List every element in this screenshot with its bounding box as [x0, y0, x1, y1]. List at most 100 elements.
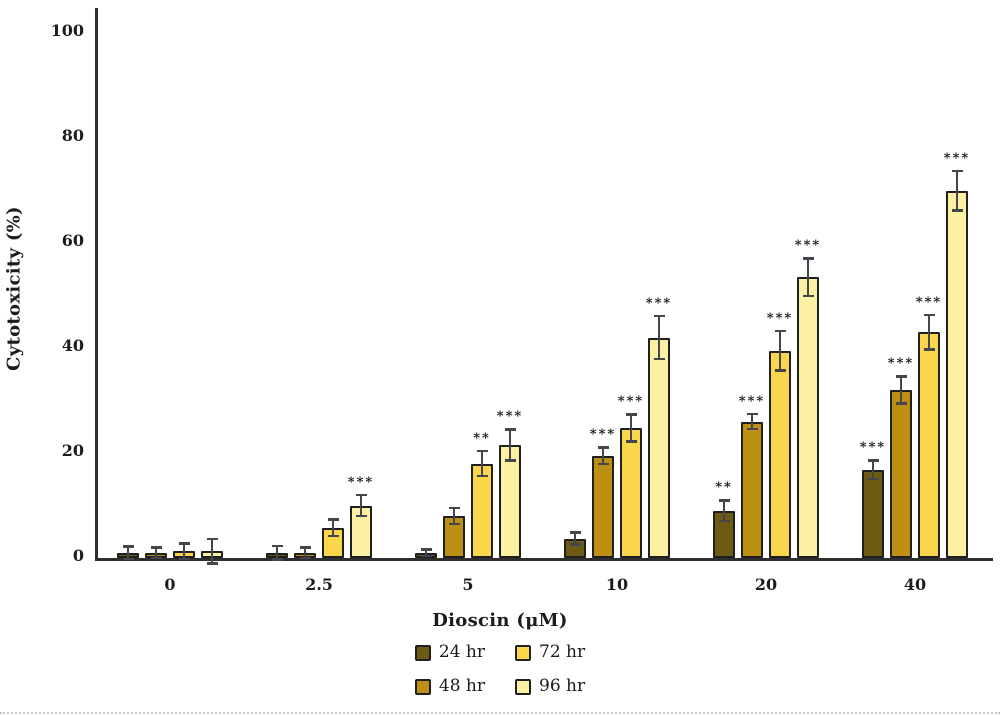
error-bar-cap-top	[504, 428, 516, 431]
error-bar-line	[332, 518, 334, 537]
significance-label: ***	[645, 295, 673, 311]
x-axis-title: Dioscin (μM)	[432, 610, 568, 631]
error-bar-cap-top	[355, 493, 367, 497]
legend-label-72hr: 72 hr	[539, 642, 586, 662]
y-axis-line	[95, 8, 98, 561]
error-bar-cap-bottom	[150, 556, 162, 560]
y-tick-label: 100	[50, 21, 84, 40]
error-bar-line	[425, 548, 427, 558]
error-bar-line	[956, 169, 958, 212]
error-bar-cap-bottom	[774, 369, 786, 372]
error-bar-cap-bottom	[420, 554, 432, 558]
bar-72hr-40	[918, 332, 940, 558]
error-bar-cap-bottom	[299, 556, 311, 560]
error-bar-cap-bottom	[271, 558, 283, 561]
error-bar-line	[453, 506, 455, 526]
x-tick-label: 20	[754, 575, 778, 594]
x-tick-label: 5	[462, 575, 474, 594]
error-bar-line	[211, 537, 213, 565]
error-bar-line	[630, 413, 632, 443]
error-bar-cap-top	[448, 506, 460, 510]
x-tick-label: 40	[903, 575, 927, 594]
error-bar-cap-bottom	[122, 557, 134, 561]
legend-swatch-96hr	[515, 678, 531, 695]
bar-48hr-10	[592, 455, 614, 558]
error-bar-cap-bottom	[504, 459, 516, 462]
legend-grid: 24 hr 48 hr 72 hr 96 hr	[414, 644, 586, 696]
error-bar-cap-top	[597, 446, 609, 449]
error-bar-cap-top	[746, 412, 758, 416]
legend-label-48hr: 48 hr	[438, 676, 485, 696]
error-bar-cap-bottom	[178, 557, 190, 561]
legend-item-48hr: 48 hr	[414, 676, 485, 696]
error-bar-line	[602, 446, 604, 466]
significance-label: ***	[859, 440, 887, 456]
error-bar-cap-top	[951, 169, 963, 172]
y-tick-label: 20	[61, 441, 84, 460]
error-bar-cap-bottom	[569, 543, 581, 546]
x-tick-label: 2.5	[305, 575, 333, 594]
error-bar-cap-bottom	[327, 534, 339, 537]
bar-96hr-40	[946, 190, 968, 558]
error-bar-cap-top	[802, 257, 814, 260]
error-bar-line	[360, 493, 362, 518]
chart-legend: 24 hr 48 hr 72 hr 96 hr	[0, 644, 1000, 695]
error-bar-line	[872, 459, 874, 481]
bar-72hr-5	[471, 463, 493, 558]
legend-swatch-72hr	[515, 644, 531, 661]
y-tick-label: 60	[61, 231, 84, 250]
error-bar-cap-bottom	[625, 440, 637, 443]
error-bar-line	[779, 329, 781, 372]
error-bar-cap-bottom	[746, 427, 758, 431]
x-axis-line	[95, 558, 993, 561]
significance-label: ***	[915, 294, 943, 310]
bar-48hr-40	[890, 390, 912, 558]
bottom-dotted-separator	[0, 712, 1000, 714]
error-bar-cap-top	[867, 459, 879, 462]
bar-96hr-10	[648, 337, 670, 558]
error-bar-line	[481, 449, 483, 478]
error-bar-cap-top	[923, 313, 935, 317]
error-bar-cap-top	[774, 329, 786, 333]
error-bar-cap-bottom	[951, 209, 963, 212]
error-bar-cap-bottom	[895, 402, 907, 405]
legend-item-72hr: 72 hr	[515, 644, 585, 661]
error-bar-cap-bottom	[802, 294, 814, 298]
error-bar-line	[155, 546, 157, 560]
bar-96hr-5	[499, 445, 521, 558]
error-bar-cap-bottom	[718, 519, 730, 523]
significance-label: **	[715, 480, 733, 496]
x-tick-label: 10	[605, 575, 629, 594]
error-bar-line	[276, 544, 278, 561]
y-tick-label: 40	[61, 336, 84, 355]
significance-label: ***	[496, 409, 524, 425]
significance-label: ***	[738, 393, 766, 409]
error-bar-cap-bottom	[923, 348, 935, 351]
legend-swatch-48hr	[414, 678, 431, 695]
significance-label: ***	[617, 394, 645, 410]
error-bar-line	[807, 257, 809, 298]
legend-swatch-24hr	[414, 644, 431, 661]
error-bar-line	[574, 531, 576, 546]
error-bar-line	[900, 375, 902, 405]
error-bar-line	[183, 542, 185, 561]
legend-item-24hr: 24 hr	[414, 644, 485, 661]
error-bar-cap-bottom	[867, 477, 879, 481]
significance-label: ***	[589, 427, 617, 443]
error-bar-cap-top	[420, 548, 432, 551]
significance-label: ***	[943, 150, 971, 166]
error-bar-cap-top	[476, 449, 488, 453]
error-bar-cap-top	[299, 546, 311, 549]
x-tick-label: 0	[164, 575, 176, 594]
error-bar-cap-top	[625, 413, 637, 416]
significance-label: ***	[766, 310, 794, 326]
legend-label-96hr: 96 hr	[539, 676, 586, 696]
error-bar-line	[304, 546, 306, 560]
y-axis-title: Cytotoxicity (%)	[3, 206, 25, 371]
error-bar-cap-top	[122, 545, 134, 548]
error-bar-cap-bottom	[597, 462, 609, 466]
error-bar-line	[127, 545, 129, 561]
y-tick-label: 0	[72, 546, 84, 565]
error-bar-cap-top	[150, 546, 162, 549]
